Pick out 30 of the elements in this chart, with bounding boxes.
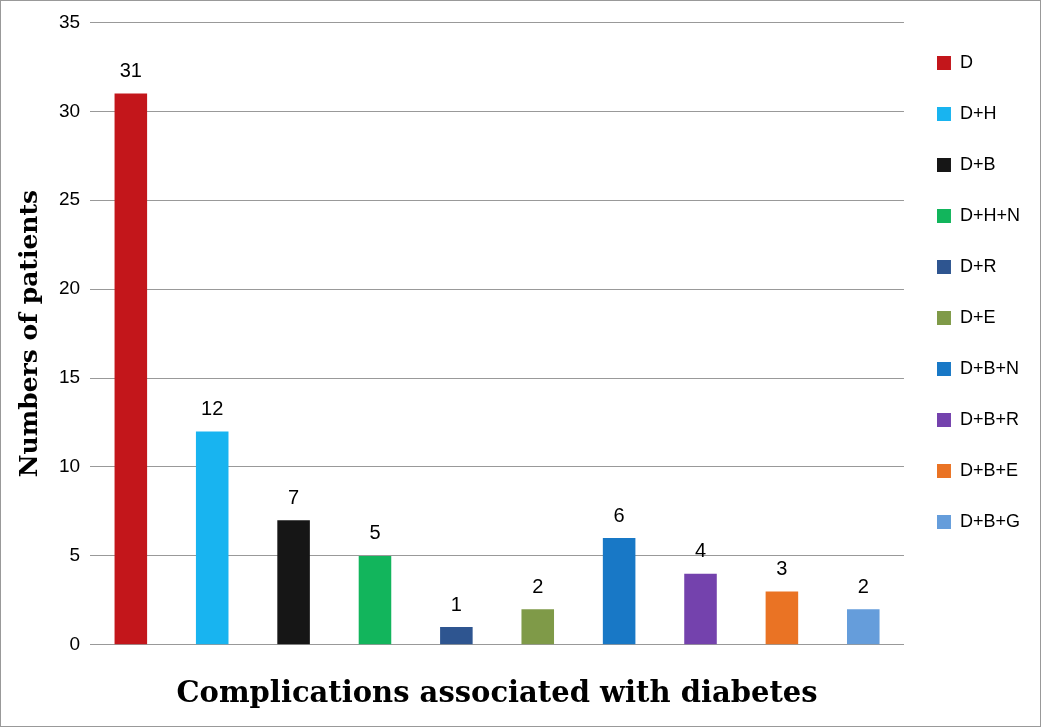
data-label: 2	[532, 574, 544, 597]
legend-label: D+H	[959, 102, 997, 123]
y-tick-label: 10	[58, 455, 81, 477]
data-label: 5	[369, 521, 381, 544]
legend-label: D+B+E	[959, 459, 1019, 480]
y-tick-label: 25	[58, 188, 81, 210]
legend-label: D+E	[959, 306, 996, 327]
x-axis-title: Complications associated with diabetes	[176, 675, 818, 710]
legend-label: D+B+N	[959, 357, 1019, 378]
data-label: 12	[201, 396, 224, 419]
y-tick-label: 35	[58, 10, 81, 32]
data-label: 2	[857, 574, 869, 597]
y-tick-label: 30	[58, 99, 81, 121]
data-label: 1	[450, 592, 462, 615]
data-label: 3	[776, 556, 788, 579]
legend-label: D+B+R	[959, 408, 1019, 429]
legend-label: D+H+N	[959, 204, 1020, 225]
legend-label: D+B	[959, 153, 996, 174]
data-label: 7	[288, 485, 300, 508]
legend-label: D+R	[959, 255, 997, 276]
data-label: 4	[694, 539, 707, 562]
data-label: 31	[119, 59, 142, 82]
legend-label: D+B+G	[959, 510, 1020, 531]
y-tick-label: 0	[69, 633, 81, 655]
legend-label: D	[959, 51, 973, 72]
data-label: 6	[613, 503, 625, 526]
y-tick-label: 15	[58, 366, 81, 388]
y-tick-label: 20	[58, 277, 81, 299]
y-tick-label: 5	[69, 544, 81, 566]
y-axis-title: Numbers of patients	[13, 189, 43, 478]
